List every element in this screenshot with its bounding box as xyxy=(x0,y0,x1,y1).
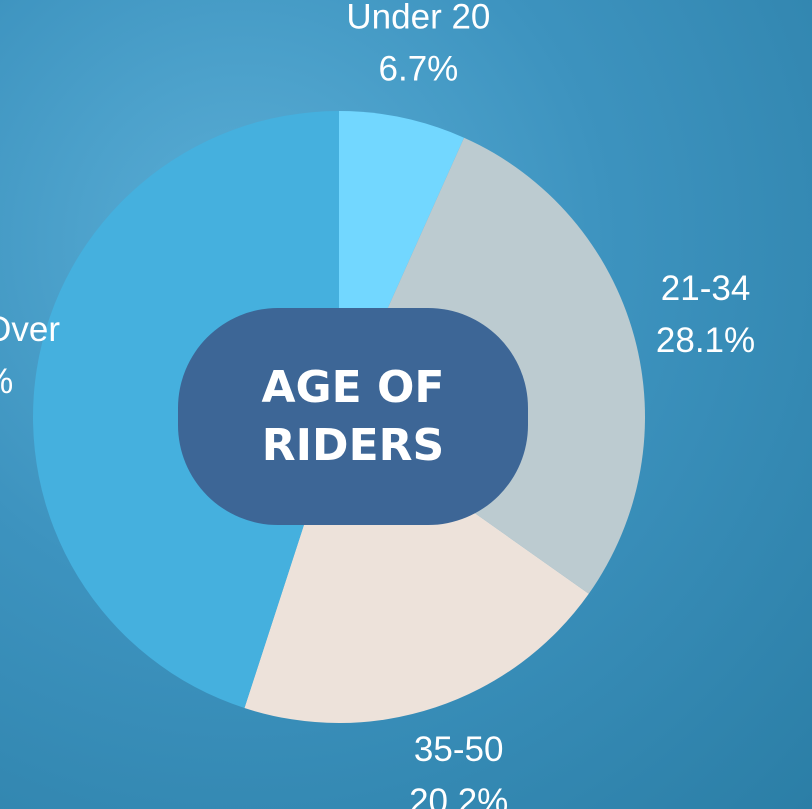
slice-label: 51 and Over xyxy=(0,310,60,349)
center-badge: AGE OF RIDERS xyxy=(178,308,528,525)
slice-value: 20.2% xyxy=(409,782,508,809)
slice-label: Under 20 xyxy=(346,0,490,37)
slice-value: 45.0% xyxy=(0,362,13,401)
page: Under 20 6.7% 21-34 28.1% 35-50 20.2% 51 and O… xyxy=(0,0,812,809)
slice-value: 6.7% xyxy=(379,50,459,89)
slice-value: 28.1% xyxy=(656,321,755,360)
chart-title: AGE OF RIDERS xyxy=(238,359,468,473)
slice-label: 35-50 xyxy=(414,730,504,769)
slice-label: 21-34 xyxy=(661,269,751,308)
